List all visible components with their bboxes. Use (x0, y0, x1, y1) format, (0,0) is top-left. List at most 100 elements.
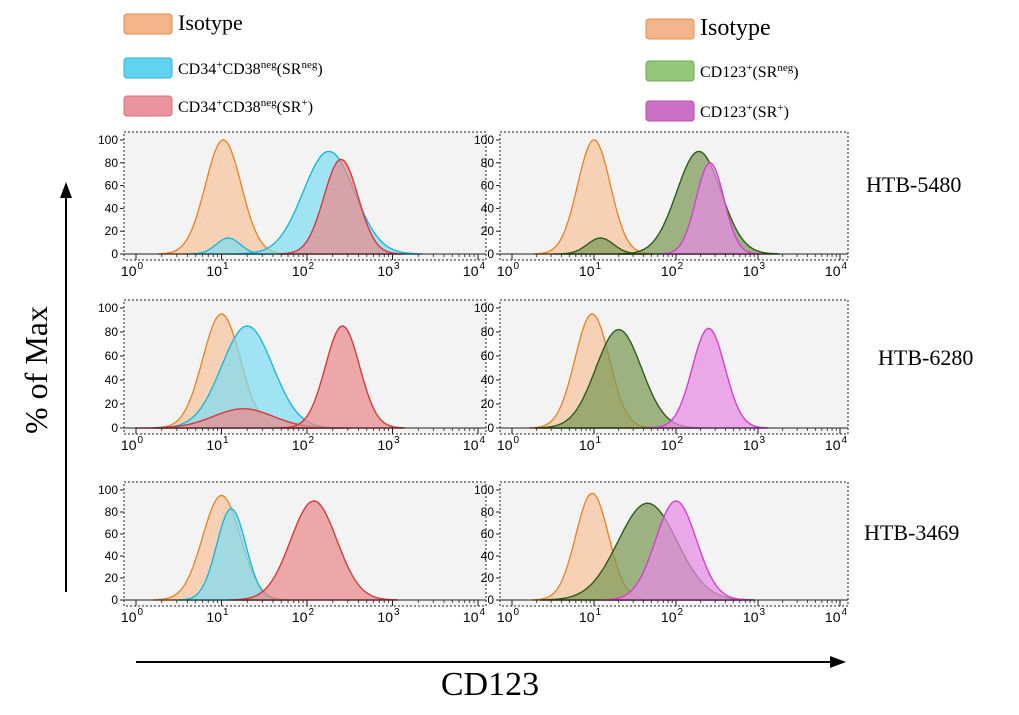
y-tick-label: 100 (98, 483, 118, 497)
legend-swatch (645, 100, 695, 122)
histogram-cd123-pos-2 (601, 500, 751, 601)
y-tick-label: 40 (481, 373, 495, 387)
panel-r0-c0: 100 101 102 103 104 0 20 40 60 80 100 (98, 131, 487, 279)
y-tick-label: 40 (105, 549, 119, 563)
x-tick-label: 104 (825, 435, 848, 453)
histogram-cd34-pos-3 (278, 158, 404, 255)
x-tick-label: 101 (579, 261, 602, 279)
x-tick-label: 101 (206, 261, 229, 279)
x-tick-label: 101 (579, 607, 602, 625)
row-label-htb-3469: HTB-3469 (864, 520, 960, 545)
histogram-cd34-pos-2 (230, 500, 398, 601)
x-tick-label: 103 (377, 435, 400, 453)
y-tick-label: 40 (105, 373, 119, 387)
x-tick-label: 100 (121, 261, 144, 279)
legend-label: CD123+(SRneg) (700, 62, 799, 81)
x-tick-label: 104 (825, 261, 848, 279)
row-label-htb-6280: HTB-6280 (878, 345, 974, 370)
y-tick-label: 100 (474, 301, 494, 315)
legend-label: Isotype (178, 10, 243, 35)
y-tick-label: 80 (105, 325, 119, 339)
x-axis-label: CD123 (440, 666, 540, 703)
x-tick-label: 103 (377, 607, 400, 625)
y-tick-label: 0 (487, 593, 494, 607)
y-tick-label: 60 (105, 349, 119, 363)
y-tick-label: 20 (105, 571, 119, 585)
y-axis-label: % of Max (18, 306, 54, 434)
y-tick-label: 0 (487, 247, 494, 261)
x-tick-label: 103 (377, 261, 400, 279)
legend-right-item-1: CD123+(SRneg) (645, 60, 799, 82)
x-tick-label: 102 (292, 435, 315, 453)
legend-swatch (123, 95, 173, 117)
x-tick-label: 100 (121, 607, 144, 625)
legend-swatch (645, 18, 695, 40)
legend-left-item-1: CD34+CD38neg(SRneg) (123, 57, 323, 79)
legend-label: CD123+(SR+) (700, 102, 789, 121)
y-tick-label: 80 (105, 505, 119, 519)
x-tick-label: 100 (497, 607, 520, 625)
x-tick-label: 104 (463, 435, 486, 453)
legend-right-item-2: CD123+(SR+) (645, 100, 789, 122)
legend-swatch (123, 57, 173, 79)
x-tick-label: 101 (579, 435, 602, 453)
y-tick-label: 100 (474, 133, 494, 147)
y-tick-label: 0 (111, 421, 118, 435)
y-tick-label: 60 (105, 179, 119, 193)
y-axis-arrowhead (60, 182, 72, 198)
y-tick-label: 80 (105, 156, 119, 170)
panel-r2-c1: 100 101 102 103 104 0 20 40 60 80 100 (474, 481, 849, 625)
y-tick-label: 40 (481, 201, 495, 215)
histogram-cd34-pos-3 (280, 325, 405, 429)
panel-frame (499, 299, 849, 435)
y-tick-label: 20 (105, 397, 119, 411)
x-tick-label: 103 (743, 607, 766, 625)
y-tick-label: 60 (481, 527, 495, 541)
y-tick-label: 60 (481, 349, 495, 363)
legend-swatch (123, 13, 173, 35)
panel-r1-c1: 100 101 102 103 104 0 20 40 60 80 100 (474, 299, 849, 453)
x-tick-label: 103 (743, 435, 766, 453)
legend-right-item-0: Isotype (645, 15, 771, 41)
x-tick-label: 104 (825, 607, 848, 625)
x-tick-label: 101 (206, 435, 229, 453)
legend-label: CD34+CD38neg(SR+) (178, 97, 313, 116)
x-tick-label: 101 (206, 607, 229, 625)
x-tick-label: 100 (497, 261, 520, 279)
y-tick-label: 20 (481, 224, 495, 238)
y-tick-label: 0 (111, 593, 118, 607)
x-tick-label: 103 (743, 261, 766, 279)
panel-r1-c0: 100 101 102 103 104 0 20 40 60 80 100 (98, 299, 487, 453)
y-tick-label: 80 (481, 156, 495, 170)
histogram-isotype-0 (534, 139, 654, 255)
x-tick-label: 102 (292, 607, 315, 625)
panel-r0-c1: 100 101 102 103 104 0 20 40 60 80 100 (474, 131, 849, 279)
x-tick-label: 100 (497, 435, 520, 453)
legend-label: Isotype (700, 15, 771, 41)
x-tick-label: 100 (121, 435, 144, 453)
y-tick-label: 100 (98, 301, 118, 315)
legend-label: CD34+CD38neg(SRneg) (178, 59, 323, 78)
x-tick-label: 102 (661, 435, 684, 453)
row-label-htb-5480: HTB-5480 (866, 172, 962, 197)
x-tick-label: 102 (661, 607, 684, 625)
legend-swatch (645, 60, 695, 82)
y-tick-label: 0 (487, 421, 494, 435)
y-tick-label: 80 (481, 325, 495, 339)
y-tick-label: 20 (105, 224, 119, 238)
histogram-cd123-pos-3 (659, 162, 761, 255)
x-tick-label: 102 (661, 261, 684, 279)
legend-left-item-2: CD34+CD38neg(SR+) (123, 95, 313, 117)
y-tick-label: 60 (105, 527, 119, 541)
panel-frame (123, 299, 487, 435)
x-tick-label: 104 (463, 261, 486, 279)
y-tick-label: 20 (481, 397, 495, 411)
x-axis-arrowhead (830, 656, 846, 668)
y-tick-label: 100 (98, 133, 118, 147)
y-tick-label: 20 (481, 571, 495, 585)
panel-r2-c0: 100 101 102 103 104 0 20 40 60 80 100 (98, 481, 487, 625)
x-tick-label: 102 (292, 261, 315, 279)
x-tick-label: 104 (463, 607, 486, 625)
y-tick-label: 40 (481, 549, 495, 563)
